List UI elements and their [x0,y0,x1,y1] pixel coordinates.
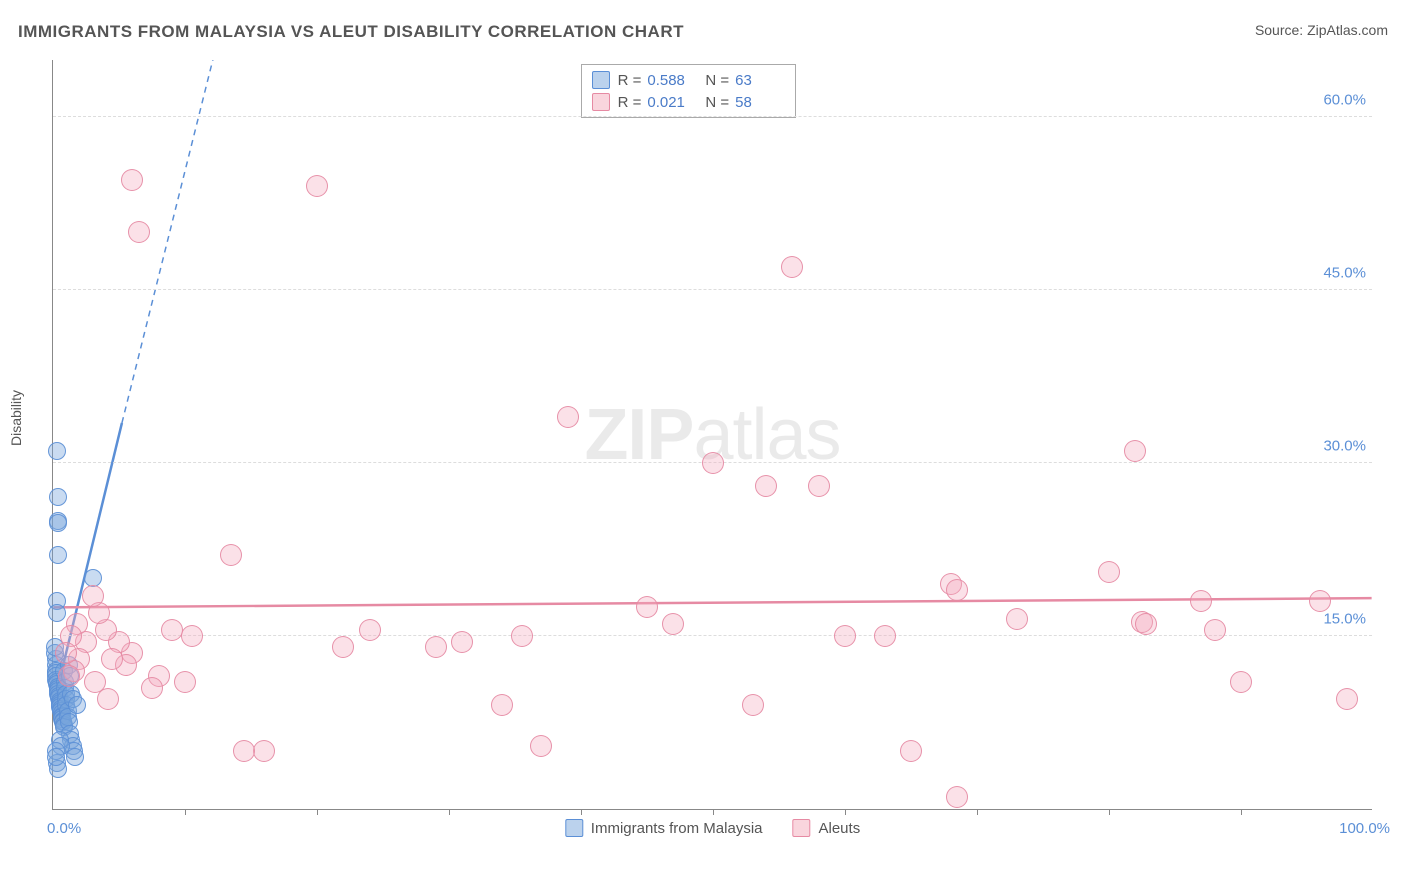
data-point [1006,608,1028,630]
data-point [359,619,381,641]
data-point [1135,613,1157,635]
data-point [755,475,777,497]
data-point [121,169,143,191]
x-tick [713,809,714,815]
y-tick-label: 15.0% [1323,610,1366,627]
series-legend: Immigrants from Malaysia Aleuts [565,819,860,837]
correlation-chart: IMMIGRANTS FROM MALAYSIA VS ALEUT DISABI… [0,0,1406,892]
legend-label: Immigrants from Malaysia [591,820,763,837]
y-tick-label: 45.0% [1323,264,1366,281]
r-value: 0.021 [647,94,697,111]
data-point [49,488,67,506]
data-point [900,740,922,762]
data-point [511,625,533,647]
data-point [253,740,275,762]
x-max-label: 100.0% [1339,820,1390,837]
x-tick [845,809,846,815]
stats-legend: R = 0.588 N = 63 R = 0.021 N = 58 [581,64,797,118]
legend-row: R = 0.588 N = 63 [592,69,786,91]
x-min-label: 0.0% [47,820,81,837]
trendline-extrapolation [122,60,291,423]
x-tick [977,809,978,815]
data-point [181,625,203,647]
data-point [451,631,473,653]
data-point [48,604,66,622]
n-value: 58 [735,94,785,111]
source-link[interactable]: ZipAtlas.com [1307,22,1388,38]
plot-area: ZIPatlas R = 0.588 N = 63 R = 0.021 N = … [52,60,1372,810]
gridline [53,635,1372,636]
y-tick-label: 30.0% [1323,437,1366,454]
data-point [306,175,328,197]
legend-item: Aleuts [793,819,861,837]
data-point [636,596,658,618]
data-point [1098,561,1120,583]
data-point [425,636,447,658]
x-tick [581,809,582,815]
data-point [1336,688,1358,710]
data-point [491,694,513,716]
data-point [233,740,255,762]
data-point [128,221,150,243]
legend-label: Aleuts [819,820,861,837]
data-point [58,665,80,687]
data-point [48,442,66,460]
swatch-icon [793,819,811,837]
data-point [1204,619,1226,641]
x-tick [449,809,450,815]
data-point [1190,590,1212,612]
data-point [97,688,119,710]
data-point [332,636,354,658]
data-point [808,475,830,497]
gridline [53,116,1372,117]
legend-row: R = 0.021 N = 58 [592,91,786,113]
data-point [1309,590,1331,612]
data-point [702,452,724,474]
data-point [141,677,163,699]
data-point [834,625,856,647]
data-point [55,642,77,664]
data-point [68,696,86,714]
data-point [946,579,968,601]
source-attribution: Source: ZipAtlas.com [1255,22,1388,38]
data-point [557,406,579,428]
data-point [874,625,896,647]
data-point [82,585,104,607]
x-tick [1109,809,1110,815]
data-point [66,748,84,766]
y-tick-label: 60.0% [1323,91,1366,108]
n-value: 63 [735,72,785,89]
x-tick [185,809,186,815]
x-tick [317,809,318,815]
y-axis-label: Disability [8,390,24,446]
data-point [662,613,684,635]
data-point [161,619,183,641]
gridline [53,289,1372,290]
swatch-icon [592,93,610,111]
data-point [47,748,65,766]
chart-title: IMMIGRANTS FROM MALAYSIA VS ALEUT DISABI… [18,22,684,42]
data-point [530,735,552,757]
data-point [101,648,123,670]
data-point [220,544,242,566]
swatch-icon [592,71,610,89]
swatch-icon [565,819,583,837]
legend-item: Immigrants from Malaysia [565,819,763,837]
data-point [49,546,67,564]
data-point [781,256,803,278]
data-point [49,514,67,532]
x-tick [1241,809,1242,815]
trendlines [53,60,1372,809]
data-point [1230,671,1252,693]
data-point [174,671,196,693]
data-point [1124,440,1146,462]
data-point [946,786,968,808]
trendline [53,598,1371,607]
data-point [742,694,764,716]
r-value: 0.588 [647,72,697,89]
